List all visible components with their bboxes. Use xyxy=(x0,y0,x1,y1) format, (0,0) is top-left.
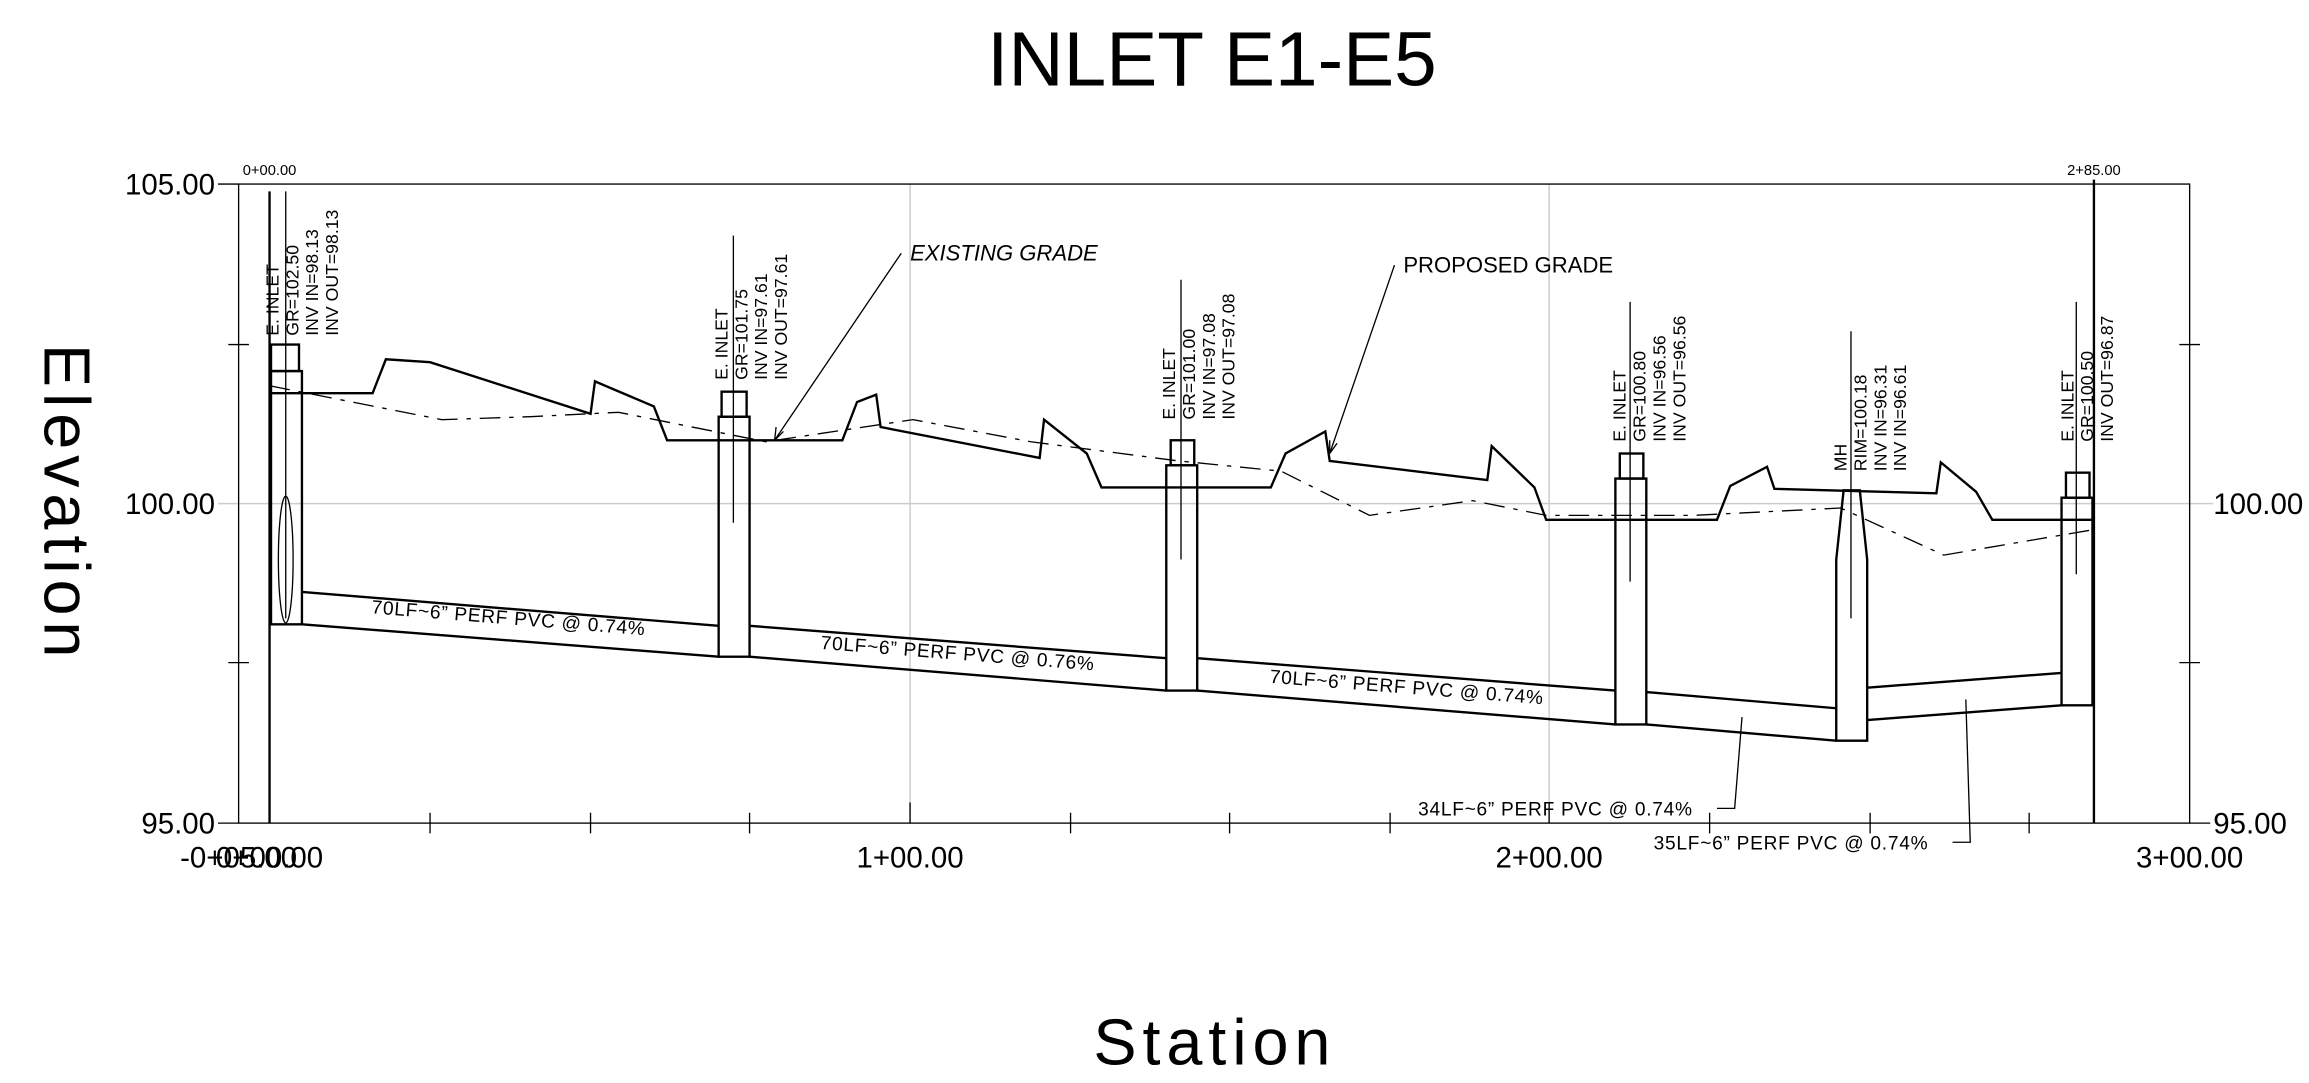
ticks xyxy=(218,183,2211,834)
pipe-label: 35LF~6” PERF PVC @ 0.74% xyxy=(1654,834,1929,855)
y-tick-label: 95.00 xyxy=(2213,807,2287,840)
frame xyxy=(237,183,2191,824)
structure-label: INV OUT=97.08 xyxy=(1219,293,1239,419)
x-tick-label: 3+00.00 xyxy=(2136,841,2243,874)
title: INLET E1-E5 xyxy=(987,17,1437,102)
structure-label: E. INLET xyxy=(2057,370,2077,442)
structure-label: INV OUT=97.61 xyxy=(771,254,791,380)
x-axis-label: Station xyxy=(1093,1006,1336,1079)
structure-label: GR=101.00 xyxy=(1179,329,1199,420)
pipe-label: 70LF~6” PERF PVC @ 0.74% xyxy=(1269,667,1544,709)
annotations: EXISTING GRADE PROPOSED GRADE xyxy=(773,241,1613,454)
y-axis-label: Elevation xyxy=(30,344,103,663)
station-line xyxy=(268,179,2096,824)
structure-label: GR=101.75 xyxy=(731,289,751,380)
structure-label: INV IN=98.13 xyxy=(302,229,322,336)
y-tick-label: 100.00 xyxy=(2213,488,2303,521)
x-tick-label: 0+00.00 xyxy=(216,841,323,874)
pipe-label: 34LF~6” PERF PVC @ 0.74% xyxy=(1418,800,1693,821)
grid xyxy=(218,184,2214,824)
structure-label: E. INLET xyxy=(1610,370,1630,442)
structure-labels: E. INLET GR=102.50 INV IN=98.13 INV OUT=98.… xyxy=(262,209,2117,471)
existing-grade xyxy=(269,385,2092,556)
structure-label: E. INLET xyxy=(711,308,731,380)
structure-label: MH xyxy=(1831,444,1851,471)
structure-label: INV IN=96.61 xyxy=(1890,365,1910,471)
structure-label: INV IN=96.56 xyxy=(1649,335,1669,442)
structure-label: GR=100.50 xyxy=(2077,351,2097,442)
x-tick-label: -0+05.00 xyxy=(180,841,297,874)
station-mark: 2+85.00 xyxy=(2067,163,2121,179)
y-tick-label: 105.00 xyxy=(125,168,215,201)
structures xyxy=(269,191,2094,742)
pipe-label: 70LF~6” PERF PVC @ 0.76% xyxy=(820,633,1095,675)
tick-labels: 105.00 100.00 95.00 100.00 95.00 -0+05.0… xyxy=(125,168,2303,874)
structure-label: GR=102.50 xyxy=(282,245,302,336)
x-tick-label: 2+00.00 xyxy=(1496,841,1603,874)
proposed-grade xyxy=(269,358,2093,521)
structure-label: GR=100.80 xyxy=(1630,351,1650,442)
structure-label: INV IN=97.08 xyxy=(1199,313,1219,420)
x-tick-label: 1+00.00 xyxy=(856,841,963,874)
annotation: PROPOSED GRADE xyxy=(1403,252,1613,277)
y-tick-label: 100.00 xyxy=(125,488,215,521)
structure-label: RIM=100.18 xyxy=(1850,374,1870,471)
y-tick-label: 95.00 xyxy=(141,807,215,840)
structure-label: INV IN=97.61 xyxy=(751,273,771,380)
pipe-labels: 70LF~6” PERF PVC @ 0.74% 70LF~6” PERF PV… xyxy=(371,597,1971,855)
structure-label: E. INLET xyxy=(262,264,282,336)
structure-label: INV OUT=96.87 xyxy=(2097,316,2117,442)
structure-label: INV IN=96.31 xyxy=(1870,365,1890,471)
annotation: EXISTING GRADE xyxy=(910,241,1098,266)
structure-label: INV OUT=96.56 xyxy=(1669,315,1689,441)
structure-label: E. INLET xyxy=(1159,348,1179,420)
station-mark: 0+00.00 xyxy=(243,163,297,179)
structure-label: INV OUT=98.13 xyxy=(322,209,342,335)
